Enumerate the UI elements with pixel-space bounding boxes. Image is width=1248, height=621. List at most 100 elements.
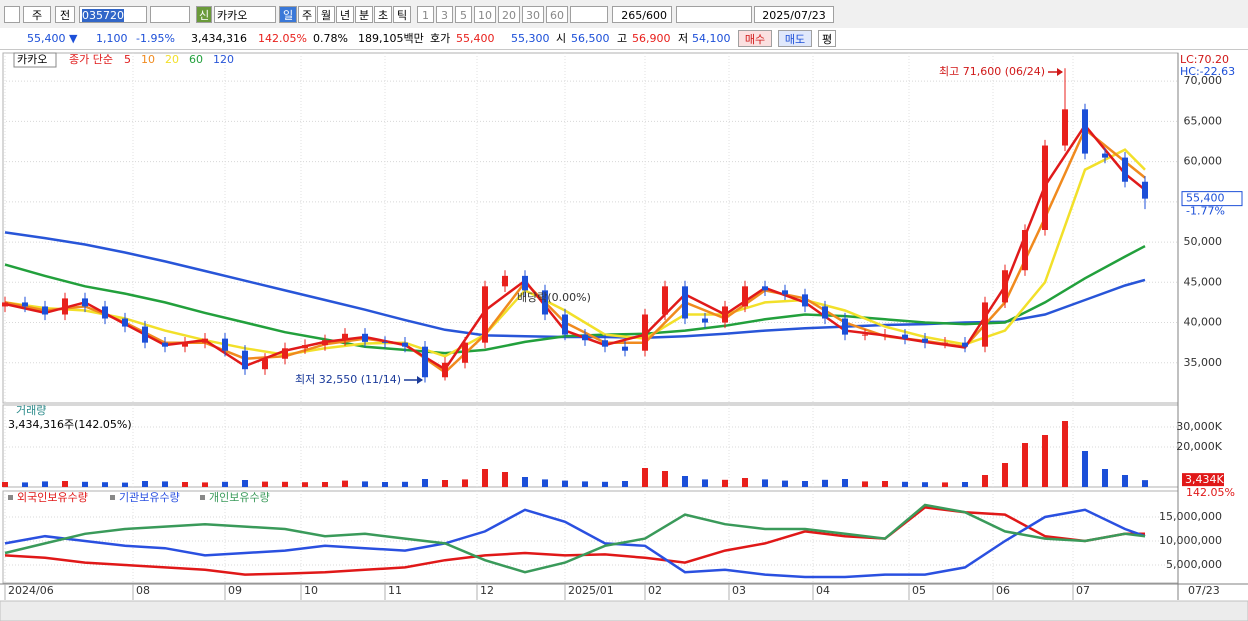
candle-body [62,298,68,315]
volume-bar [42,481,48,487]
candle-body [1002,270,1008,303]
dropdown[interactable] [570,6,608,23]
candle-body [942,342,948,344]
icon[interactable] [4,6,20,23]
volume-ratio: 142.05% [258,32,307,45]
buy-button[interactable]: 매수 [738,30,772,47]
high: 56,900 [632,32,671,45]
candle-body [902,334,908,339]
x-tick-label: 10 [304,584,318,597]
pane-subtitle: 3,434,316주(142.05%) [8,418,132,431]
unit-button[interactable]: 초 [374,6,392,23]
volume-bar [1082,451,1088,487]
icon[interactable] [676,6,752,23]
y-tick-label: 45,000 [1184,275,1223,288]
sell-button[interactable]: 매도 [778,30,812,47]
candle-body [842,318,848,335]
candle-body [202,338,208,343]
candle-body [282,348,288,359]
volume-bar [142,481,148,487]
holding-line [4,508,1146,579]
count-box[interactable]: 265/600 [612,6,672,23]
x-tick-label: 05 [912,584,926,597]
low: 54,100 [692,32,731,45]
legend-box [13,52,57,68]
y-tick-label: 20,000K [1176,440,1222,453]
unit-button[interactable]: 틱 [393,6,411,23]
interval-button[interactable]: 10 [474,6,496,23]
interval-button[interactable]: 60 [546,6,568,23]
volume-bar [402,481,408,487]
volume-bar [62,481,68,487]
unit-button[interactable]: 년 [336,6,354,23]
candle-body [742,286,748,307]
volume-bar [262,481,268,487]
candle-body [382,341,388,343]
x-end-label: 07/23 [1188,584,1220,597]
price: 55,400 ▼ [27,32,78,45]
credit[interactable]: 신 [196,6,212,23]
legend-entry: 외국인보유수량 [17,491,88,504]
candle-body [982,302,988,347]
volume-bar [1102,469,1108,487]
volume-bar [902,481,908,487]
unit-button[interactable]: 일 [279,6,297,23]
volume-bar [922,482,928,487]
value-tag-box [1182,473,1224,487]
interval-button[interactable]: 30 [522,6,544,23]
count: 265 [621,9,643,22]
legend-entry: 개인보유수량 [209,491,270,504]
unit-button[interactable]: 분 [355,6,373,23]
prev-button[interactable]: 전 [55,6,75,23]
high-note: 최고 71,600 (06/24) [939,65,1045,78]
y-tick-label: 70,000 [1184,74,1223,87]
candle-body [162,342,168,347]
avg-button[interactable]: 평 [818,30,836,47]
volume-bar [482,469,488,487]
volume-bar [642,468,648,487]
open: 56,500 [571,32,610,45]
candle-body [302,345,308,349]
candle-body [22,302,28,307]
candle-body [682,286,688,319]
candle-body [1122,157,1128,182]
low-arrowhead [417,376,423,384]
change-rate: -1.95% [136,32,175,45]
change: 1,100 [96,32,128,45]
x-tick-label: 2024/06 [8,584,54,597]
candle-body [2,302,8,307]
candle-body [762,286,768,291]
volume-bar [822,479,828,487]
period-select[interactable]: 주 [23,6,51,23]
date-input[interactable]: 2025/07/23 [754,6,834,23]
candle-body [242,350,248,370]
x-tick-label: 02 [648,584,662,597]
interval-button[interactable]: 5 [455,6,472,23]
ma-line [4,148,1146,358]
candle-body [622,346,628,351]
volume-bar [762,479,768,487]
unit-button[interactable]: 주 [298,6,316,23]
candle-body [422,346,428,378]
volume-bar [2,482,8,487]
volume-bar [282,481,288,487]
scrollbar[interactable] [0,600,1248,621]
candle-body [402,342,408,347]
x-tick-label: 12 [480,584,494,597]
y-tick-label: 30,000K [1176,420,1222,433]
unit-button[interactable]: 월 [317,6,335,23]
code-input[interactable]: 035720 [79,6,147,23]
candle-body [122,318,128,327]
name-input[interactable]: 카카오 [214,6,276,23]
volume-bar [602,481,608,487]
volume-bar [122,482,128,487]
candle-body [662,286,668,315]
volume-bar [1002,463,1008,487]
interval-button[interactable]: 1 [417,6,434,23]
legend-swatch [110,495,115,500]
event-note: 배당락(0.00%) [517,291,591,304]
interval-button[interactable]: 20 [498,6,520,23]
interval-button[interactable]: 3 [436,6,453,23]
icon[interactable] [150,6,190,23]
